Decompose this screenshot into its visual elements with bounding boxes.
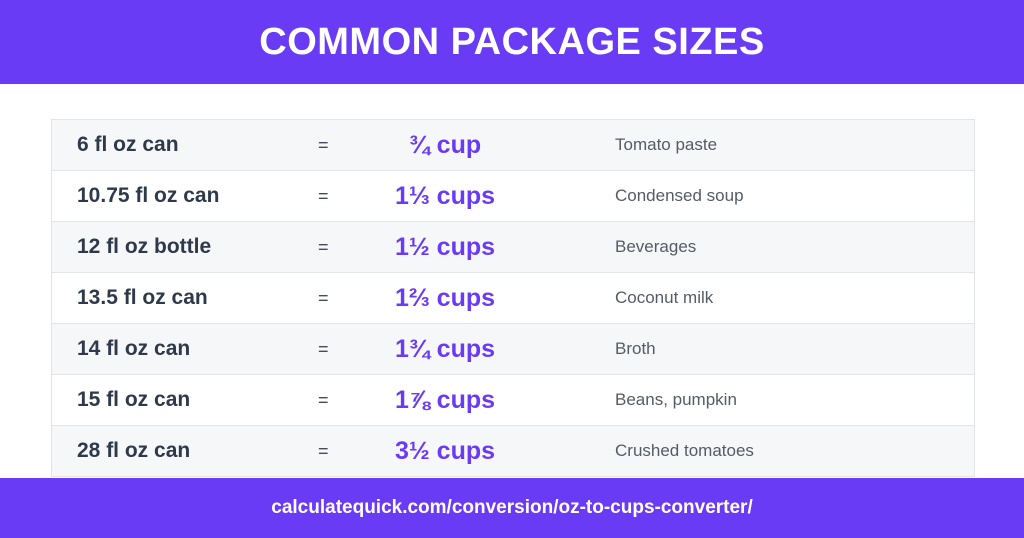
equals-sign: = [318,134,329,155]
equals-sign: = [318,236,329,257]
cups-value: 1⅔ cups [394,283,496,312]
cups-value: 1¾ cups [394,334,496,363]
equals-sign: = [318,338,329,359]
package-size: 15 fl oz can [77,388,191,411]
common-use: Coconut milk [615,288,714,307]
page-title: COMMON PACKAGE SIZES [259,20,765,63]
header-banner: COMMON PACKAGE SIZES [0,0,1024,84]
table-row: 10.75 fl oz can = 1⅓ cups Condensed soup [52,171,974,222]
package-size: 6 fl oz can [77,133,179,156]
equals-sign: = [318,287,329,308]
common-use: Crushed tomatoes [615,441,754,460]
table-row: 13.5 fl oz can = 1⅔ cups Coconut milk [52,273,974,324]
table-row: 12 fl oz bottle = 1½ cups Beverages [52,222,974,273]
common-use: Condensed soup [615,186,744,205]
package-sizes-table: 6 fl oz can = ¾ cup Tomato paste 10.75 f… [51,119,975,477]
cups-value: 1⅞ cups [394,385,496,414]
package-size: 12 fl oz bottle [77,235,212,258]
cups-value: 1½ cups [394,232,496,261]
footer-banner: calculatequick.com/conversion/oz-to-cups… [0,478,1024,538]
equals-sign: = [318,185,329,206]
cups-value: 3½ cups [394,436,496,465]
common-use: Broth [615,339,656,358]
package-size: 28 fl oz can [77,439,191,462]
equals-sign: = [318,440,329,461]
table-row: 15 fl oz can = 1⅞ cups Beans, pumpkin [52,375,974,426]
cups-value: ¾ cup [408,130,482,159]
common-use: Beans, pumpkin [615,390,737,409]
common-use: Tomato paste [615,135,718,154]
table-row: 14 fl oz can = 1¾ cups Broth [52,324,974,375]
table-row: 28 fl oz can = 3½ cups Crushed tomatoes [52,426,974,477]
common-use: Beverages [615,237,697,256]
package-size: 10.75 fl oz can [77,184,220,207]
cups-value: 1⅓ cups [394,181,496,210]
package-size: 14 fl oz can [77,337,191,360]
package-size: 13.5 fl oz can [77,286,208,309]
equals-sign: = [318,389,329,410]
source-url: calculatequick.com/conversion/oz-to-cups… [271,497,753,518]
table-row: 6 fl oz can = ¾ cup Tomato paste [52,120,974,171]
